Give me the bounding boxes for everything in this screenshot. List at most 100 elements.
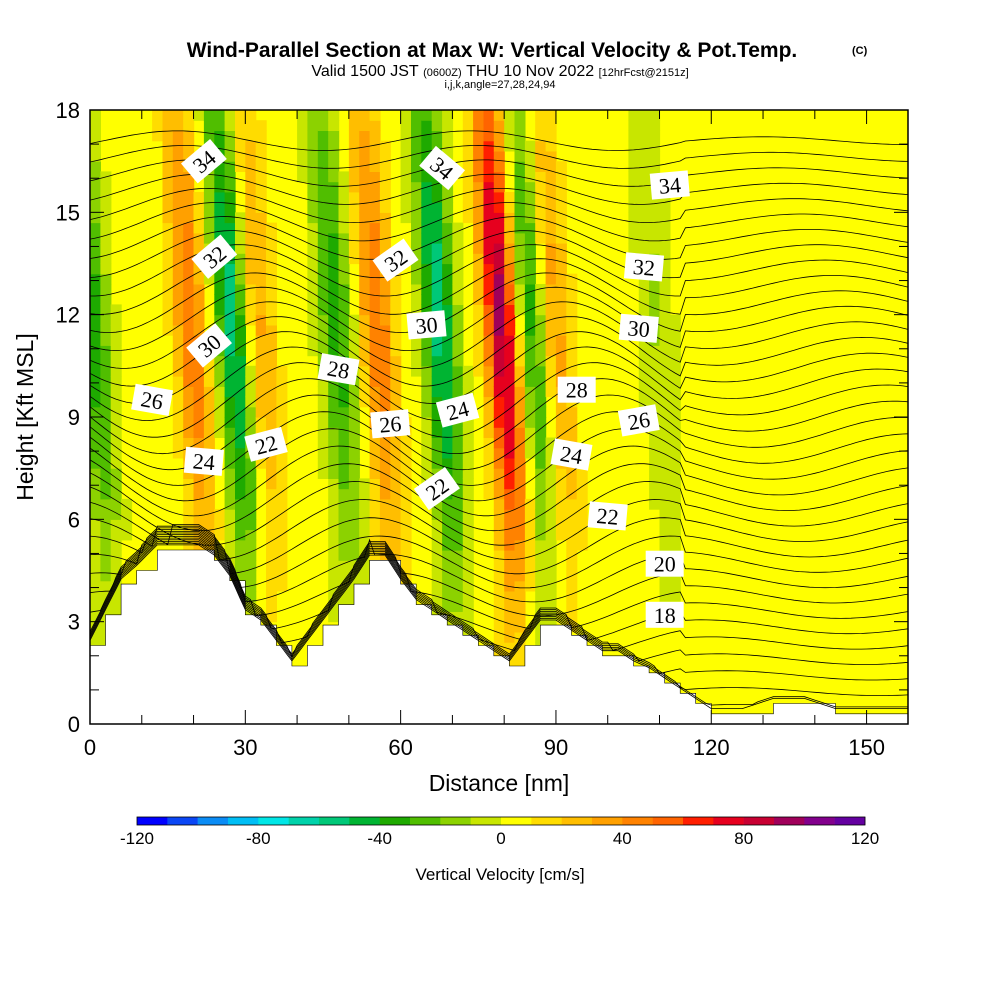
velocity-cell <box>400 130 412 142</box>
velocity-cell <box>504 642 516 653</box>
velocity-cell <box>90 406 101 418</box>
velocity-cell <box>514 284 526 295</box>
velocity-cell <box>431 120 443 131</box>
velocity-cell <box>659 376 671 387</box>
velocity-cell <box>255 284 267 295</box>
velocity-cell <box>535 232 547 244</box>
velocity-cell <box>328 222 340 234</box>
velocity-cell <box>172 120 184 131</box>
velocity-cell <box>110 478 122 490</box>
velocity-cell <box>214 304 226 316</box>
velocity-cell <box>369 386 381 398</box>
velocity-cell <box>245 140 257 152</box>
velocity-cell <box>576 509 588 520</box>
velocity-cell <box>638 396 650 408</box>
velocity-cell <box>338 335 350 346</box>
velocity-cell <box>266 365 277 377</box>
velocity-cell <box>493 580 505 592</box>
velocity-cell <box>255 396 267 408</box>
velocity-cell <box>659 437 671 449</box>
velocity-cell <box>348 150 360 162</box>
velocity-cell <box>172 304 184 316</box>
isentrope-label-text: 26 <box>139 386 165 414</box>
velocity-cell <box>235 304 246 316</box>
velocity-cell <box>224 427 236 438</box>
velocity-cell <box>545 212 557 224</box>
velocity-cell <box>317 263 329 275</box>
velocity-cell <box>483 427 495 438</box>
colorbar-swatch <box>652 817 684 825</box>
velocity-cell <box>110 509 122 520</box>
velocity-cell <box>90 243 101 254</box>
velocity-cell <box>348 335 360 346</box>
velocity-cell <box>90 253 101 265</box>
velocity-cell <box>369 130 381 142</box>
velocity-cell <box>235 110 246 121</box>
velocity-cell <box>555 427 567 438</box>
velocity-cell <box>214 427 226 438</box>
velocity-cell <box>152 130 164 142</box>
velocity-cell <box>493 478 505 490</box>
velocity-cell <box>235 243 246 254</box>
velocity-cell <box>235 560 246 572</box>
velocity-cell <box>235 150 246 162</box>
velocity-cell <box>535 222 547 234</box>
velocity-cell <box>576 498 588 510</box>
velocity-cell <box>214 519 226 531</box>
velocity-cell <box>473 181 485 193</box>
velocity-cell <box>359 294 371 305</box>
velocity-cell <box>172 335 184 346</box>
velocity-cell <box>473 222 485 234</box>
velocity-cell <box>504 273 516 285</box>
velocity-cell <box>183 181 195 193</box>
velocity-cell <box>317 202 329 213</box>
isentrope-label: 18 <box>645 601 684 628</box>
velocity-cell <box>348 396 360 408</box>
velocity-cell <box>162 161 174 172</box>
velocity-cell <box>504 253 516 265</box>
velocity-cell <box>369 324 381 336</box>
velocity-cell <box>276 509 288 520</box>
velocity-cell <box>224 263 236 275</box>
velocity-cell <box>462 110 474 121</box>
velocity-cell <box>172 365 184 377</box>
velocity-cell <box>452 488 464 500</box>
velocity-cell <box>524 427 536 438</box>
velocity-cell <box>555 212 567 224</box>
isentrope-label-box <box>180 139 227 184</box>
velocity-cell <box>400 457 412 469</box>
velocity-cell <box>100 304 112 316</box>
velocity-cell <box>638 294 650 305</box>
velocity-cell <box>400 437 412 449</box>
velocity-cell <box>649 294 661 305</box>
velocity-cell <box>669 406 681 418</box>
velocity-cell <box>431 191 443 203</box>
velocity-cell <box>431 212 443 224</box>
isentrope-label-text: 20 <box>654 552 676 577</box>
velocity-cell <box>669 457 681 469</box>
velocity-cell <box>266 550 277 561</box>
velocity-cell <box>317 345 329 357</box>
velocity-cell <box>504 314 516 326</box>
velocity-cell <box>307 181 319 193</box>
velocity-cell <box>555 509 567 520</box>
velocity-cell <box>514 365 526 377</box>
velocity-cell <box>338 468 350 479</box>
velocity-cell <box>317 120 329 131</box>
velocity-cell <box>369 335 381 346</box>
velocity-cell <box>452 263 464 275</box>
velocity-cell <box>110 324 122 336</box>
velocity-cell <box>100 273 112 285</box>
velocity-cell <box>566 417 578 428</box>
velocity-cell <box>442 120 454 131</box>
velocity-cell <box>545 365 557 377</box>
velocity-cell <box>297 140 309 152</box>
velocity-cell <box>493 130 505 142</box>
velocity-cell <box>669 386 681 398</box>
velocity-cell <box>545 591 557 602</box>
velocity-cell <box>421 345 433 357</box>
velocity-cell <box>669 580 681 592</box>
velocity-cell <box>224 191 236 203</box>
velocity-cell <box>638 150 650 162</box>
velocity-cell <box>411 355 422 367</box>
